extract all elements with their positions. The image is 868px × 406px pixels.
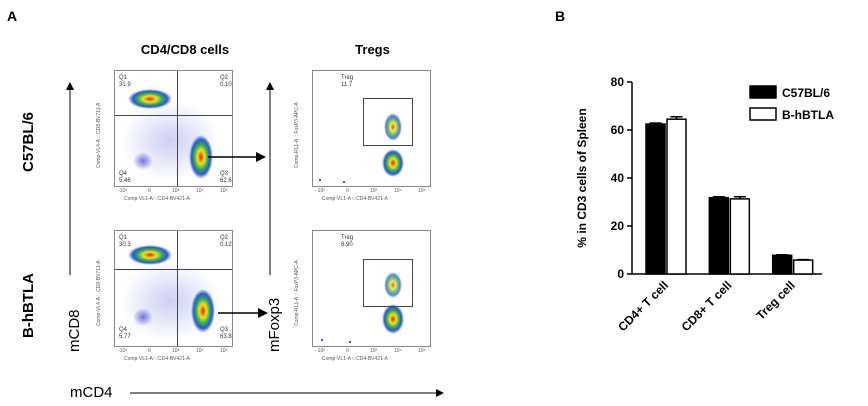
quadrant-hline	[115, 269, 232, 270]
treg-label: Treg 8.90	[341, 235, 354, 248]
tick-label: 10³	[370, 348, 378, 354]
y-axis-arrow-mid	[266, 82, 274, 275]
tick-label: 0	[346, 188, 349, 194]
bar-c57bl6	[771, 254, 793, 275]
tick-label: 10³	[370, 188, 378, 194]
tick-label: 10⁴	[394, 188, 402, 194]
q2-label: Q2 0.10	[220, 75, 232, 88]
x-axis-arrow-bottom	[130, 389, 444, 397]
quadrant-ylabel-row1: Comp-VL4-A :: CD8-BV711-A	[96, 102, 102, 169]
treg-dots-c57bl6	[319, 113, 404, 183]
row-label-c57bl6: C57BL/6	[20, 111, 37, 172]
y-axis-arrow-left	[66, 82, 74, 275]
treg-ylabel-row1: Comp-RL1-A :: FoxP3-APC-A	[294, 102, 300, 168]
tick-label: 10⁵	[418, 188, 426, 194]
treg-xlabel-row1: Comp-VL1-A :: CD4-BV421-A	[322, 196, 388, 202]
y-tick-label: 80	[611, 75, 625, 89]
q1-label: Q1 30.3	[119, 235, 131, 248]
tick-label: 0	[346, 348, 349, 354]
quadrant-ylabel-row2: Comp-VL4-A :: CD8-BV711-A	[96, 260, 102, 327]
quadrant-vline	[177, 71, 178, 186]
tick-label: 10⁴	[196, 348, 204, 354]
quadrant-plot-b-hbtla: Q1 30.3 Q2 0.12 Q3 63.8 Q4 5.77	[114, 230, 233, 347]
x-category-label: Treg cell	[753, 278, 797, 322]
row-label-b-hbtla: B-hBTLA	[20, 273, 37, 338]
bar-b-hbtla	[729, 198, 751, 275]
treg-dots-b-hbtla	[321, 272, 404, 343]
quadrant-dots-c57bl6	[120, 89, 220, 181]
panel-b-letter: B	[555, 8, 566, 24]
tick-label: -10³	[118, 348, 127, 354]
q3-label: Q3 63.8	[220, 327, 232, 340]
y-tick-label: 0	[617, 267, 624, 281]
q1-label: Q1 31.9	[119, 75, 131, 88]
treg-gate	[363, 259, 413, 307]
y-tick-label: 60	[611, 123, 625, 137]
gating-arrow-row2	[218, 308, 268, 318]
quadrant-vline	[177, 231, 178, 346]
legend-swatch	[749, 85, 777, 99]
bar-chart: 0 20 40 60 80 % in CD3 cells of Spleen CD4+ T …	[575, 75, 834, 334]
quadrant-xlabel-row1: Comp-VL1-A :: CD4-BV421-A	[124, 196, 190, 202]
tick-label: 10³	[172, 188, 180, 194]
tick-label: 10⁴	[196, 188, 204, 194]
legend-label: C57BL/6	[782, 86, 830, 100]
tick-label: 10⁵	[418, 348, 426, 354]
tick-label: -10³	[118, 188, 127, 194]
q4-label: Q4 5.46	[119, 171, 131, 184]
bar-b-hbtla	[666, 118, 687, 275]
q4-label: Q4 5.77	[119, 327, 131, 340]
x-axis-label-mcd4: mCD4	[70, 384, 113, 401]
tick-label: 0	[148, 348, 151, 354]
treg-ylabel-row2: Comp-RL1-A :: FoxP3-APC-A	[294, 260, 300, 326]
tick-label: -10³	[316, 348, 325, 354]
tick-label: 10⁵	[220, 348, 228, 354]
q3-label: Q3 62.6	[220, 171, 232, 184]
tick-label: 10⁴	[394, 348, 402, 354]
bar-b-hbtla	[792, 259, 814, 275]
treg-xlabel-row2: Comp-VL1-A :: CD4-BV421-A	[322, 356, 388, 362]
treg-plot-c57bl6: Treg 11.7	[312, 70, 431, 187]
tick-label: 0	[148, 188, 151, 194]
y-tick-label: 20	[611, 219, 625, 233]
q2-label: Q2 0.12	[220, 235, 232, 248]
y-tick-label: 40	[611, 171, 625, 185]
column-title-cd4-cd8: CD4/CD8 cells	[140, 42, 230, 57]
treg-label: Treg 11.7	[341, 75, 354, 88]
x-category-label: CD4+ T cell	[615, 278, 671, 334]
quadrant-hline	[115, 115, 232, 116]
quadrant-xlabel-row2: Comp-VL1-A :: CD4-BV421-A	[124, 356, 190, 362]
treg-gate	[363, 98, 413, 146]
gating-arrow-row1	[208, 152, 266, 162]
tick-label: -10³	[316, 188, 325, 194]
y-axis-label-mcd8: mCD8	[66, 309, 83, 352]
bar-c57bl6	[645, 123, 666, 275]
treg-plot-b-hbtla: Treg 8.90	[312, 230, 431, 347]
x-category-label: CD8+ T cell	[679, 278, 735, 334]
panel-a-letter: A	[7, 8, 18, 24]
legend-label: B-hBTLA	[782, 108, 834, 122]
legend-swatch	[749, 107, 777, 121]
quadrant-plot-c57bl6: Q1 31.9 Q2 0.10 Q3 62.6 Q4 5.46	[114, 70, 233, 187]
tick-label: 10⁵	[220, 188, 228, 194]
bar-c57bl6	[708, 196, 730, 275]
column-title-tregs: Tregs	[355, 42, 390, 57]
y-axis-title: % in CD3 cells of Spleen	[575, 108, 589, 247]
quadrant-dots-b-hbtla	[120, 245, 220, 341]
tick-label: 10³	[172, 348, 180, 354]
